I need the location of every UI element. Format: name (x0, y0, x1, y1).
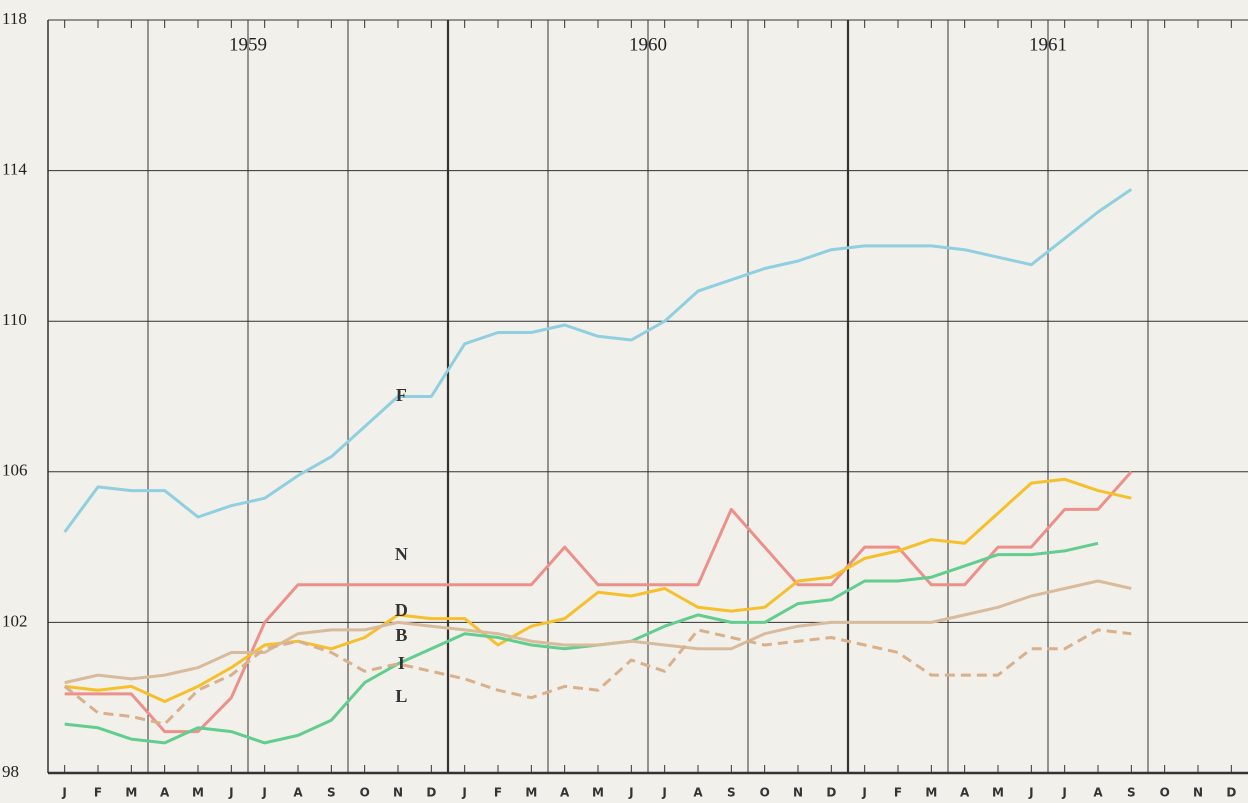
x-tick-label: M (592, 786, 604, 800)
x-tick-label: J (861, 786, 866, 800)
x-tick-label: N (393, 786, 403, 800)
x-tick-label: F (94, 786, 102, 800)
series-line (64, 470, 1133, 734)
x-tick-label: F (894, 786, 902, 800)
x-tick-label: S (1127, 786, 1136, 800)
x-tick-label: A (1093, 786, 1103, 800)
series-label: D (395, 600, 408, 620)
x-tick-label: S (327, 786, 336, 800)
x-tick-label: J (1061, 786, 1066, 800)
x-tick-label: M (992, 786, 1004, 800)
x-tick-label: J (461, 786, 466, 800)
year-label: 1960 (629, 34, 667, 55)
x-tick-label: A (693, 786, 703, 800)
series-label: B (395, 625, 407, 645)
series-line (63, 628, 1132, 726)
y-tick-label: 118 (2, 9, 27, 28)
x-tick-label: N (1193, 786, 1203, 800)
x-tick-label: O (1160, 786, 1170, 800)
x-tick-label: A (960, 786, 970, 800)
x-tick-label: M (192, 786, 204, 800)
x-tick-label: A (160, 786, 170, 800)
year-label: 1961 (1029, 34, 1067, 55)
y-tick-label: 106 (2, 461, 28, 480)
x-tick-label: D (1226, 786, 1236, 800)
series-line (64, 579, 1132, 685)
series-line (64, 477, 1132, 703)
x-tick-label: M (125, 786, 137, 800)
series-line (64, 541, 1099, 745)
year-label: 1959 (229, 34, 267, 55)
x-tick-label: N (793, 786, 803, 800)
x-tick-label: D (426, 786, 436, 800)
x-tick-label: J (1028, 786, 1033, 800)
x-tick-label: J (228, 786, 233, 800)
series-label: N (395, 544, 408, 564)
x-tick-label: J (628, 786, 633, 800)
y-tick-label: 98 (2, 762, 19, 781)
series-line (63, 188, 1133, 533)
x-tick-label: M (525, 786, 537, 800)
x-tick-label: A (560, 786, 570, 800)
x-tick-label: J (261, 786, 266, 800)
x-tick-label: J (61, 786, 66, 800)
series-label: F (396, 385, 407, 405)
x-tick-label: O (760, 786, 770, 800)
x-tick-label: J (661, 786, 666, 800)
x-tick-label: O (360, 786, 370, 800)
x-tick-label: M (925, 786, 937, 800)
series-label: I (398, 653, 405, 673)
y-tick-label: 110 (2, 310, 27, 329)
series-label: L (395, 686, 407, 706)
x-tick-label: F (494, 786, 502, 800)
x-tick-label: A (293, 786, 303, 800)
y-tick-label: 114 (2, 160, 27, 179)
y-tick-label: 102 (2, 611, 28, 630)
x-tick-label: S (727, 786, 736, 800)
x-tick-label: D (826, 786, 836, 800)
